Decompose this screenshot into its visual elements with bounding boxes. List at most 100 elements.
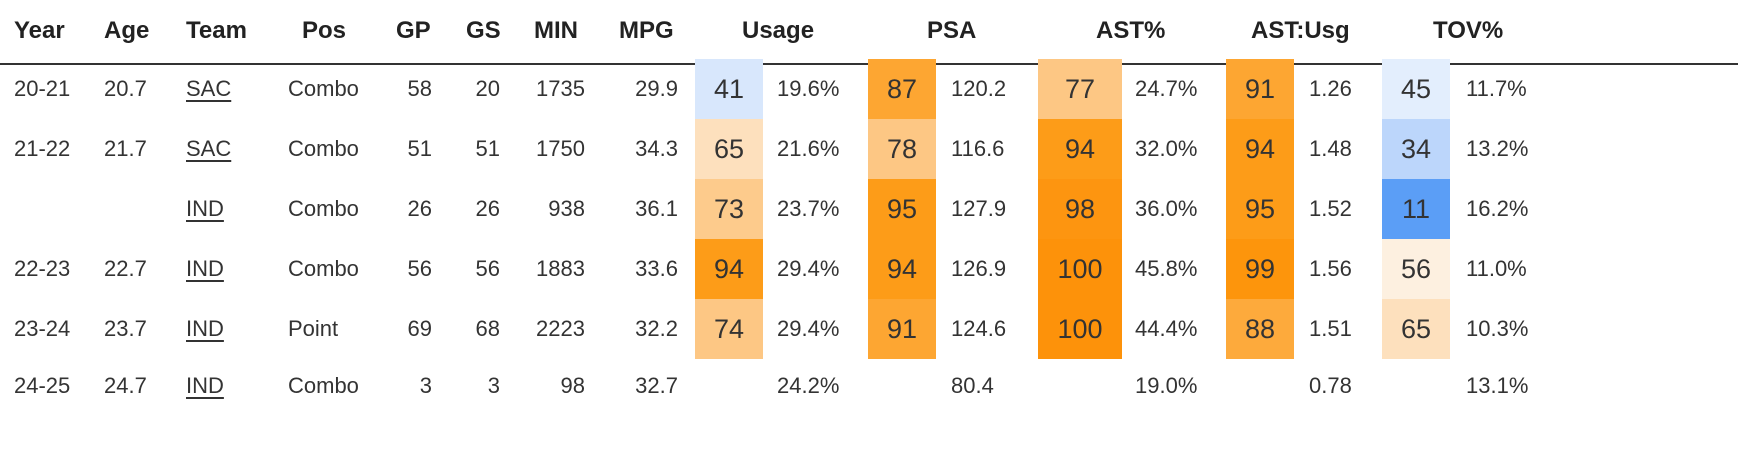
cell-pos: Combo [288, 196, 359, 221]
cell-ast-pct: 44.4% [1135, 316, 1198, 341]
cell-min: 2223 [536, 316, 585, 341]
cell-tov-pct: 10.3% [1466, 316, 1529, 341]
cell-usage: 24.2% [777, 373, 840, 398]
cell-year: 21-22 [14, 136, 71, 161]
cell-psa-percentile: 87 [868, 59, 936, 119]
header-ast-pct[interactable]: AST% [1096, 17, 1166, 44]
cell-usage-percentile: 73 [695, 179, 763, 239]
cell-gp: 3 [419, 373, 432, 398]
cell-tov-pct-percentile: 65 [1382, 299, 1450, 359]
cell-psa: 126.9 [951, 256, 1007, 281]
cell-tov-pct-percentile: 11 [1382, 179, 1450, 239]
cell-age: 20.7 [104, 76, 147, 101]
header-min[interactable]: MIN [534, 17, 578, 44]
cell-gp: 58 [407, 76, 432, 101]
cell-year: 24-25 [14, 373, 71, 398]
cell-ast-usg: 1.52 [1309, 196, 1352, 221]
header-gp[interactable]: GP [396, 17, 431, 44]
cell-psa: 120.2 [951, 76, 1007, 101]
cell-ast-pct-percentile: 94 [1038, 119, 1122, 179]
cell-age: 23.7 [104, 316, 147, 341]
cell-min: 98 [560, 373, 585, 398]
cell-age: 22.7 [104, 256, 147, 281]
cell-usage-percentile: 65 [695, 119, 763, 179]
cell-min: 1735 [536, 76, 585, 101]
header-gs[interactable]: GS [466, 17, 501, 44]
cell-ast-usg: 1.56 [1309, 256, 1352, 281]
cell-team[interactable]: IND [186, 256, 224, 281]
cell-ast-usg-percentile [1226, 356, 1294, 416]
cell-gs: 68 [475, 316, 500, 341]
cell-ast-usg: 1.26 [1309, 76, 1352, 101]
cell-usage: 29.4% [777, 256, 840, 281]
cell-gp: 51 [407, 136, 432, 161]
cell-team[interactable]: SAC [186, 76, 232, 101]
cell-tov-pct-percentile: 56 [1382, 239, 1450, 299]
header-ast-usg[interactable]: AST:Usg [1251, 17, 1350, 44]
cell-usage-percentile: 94 [695, 239, 763, 299]
cell-psa: 116.6 [951, 136, 1005, 161]
cell-min: 938 [548, 196, 585, 221]
cell-gp: 56 [407, 256, 432, 281]
cell-pos: Point [288, 316, 339, 341]
cell-team[interactable]: IND [186, 373, 224, 398]
cell-usage-percentile [695, 356, 763, 416]
header-tov-pct[interactable]: TOV% [1433, 17, 1504, 44]
cell-usage: 29.4% [777, 316, 840, 341]
cell-tov-pct-percentile [1382, 356, 1450, 416]
cell-tov-pct: 13.2% [1466, 136, 1529, 161]
cell-ast-usg: 1.51 [1309, 316, 1352, 341]
cell-pos: Combo [288, 136, 359, 161]
cell-gs: 3 [487, 373, 500, 398]
cell-ast-usg-percentile: 91 [1226, 59, 1294, 119]
cell-tov-pct-percentile: 34 [1382, 119, 1450, 179]
cell-age: 21.7 [104, 136, 147, 161]
cell-mpg: 33.6 [635, 256, 678, 281]
header-team[interactable]: Team [186, 17, 247, 44]
cell-usage: 19.6% [777, 76, 840, 101]
cell-gs: 20 [475, 76, 500, 101]
cell-ast-usg: 1.48 [1309, 136, 1352, 161]
header-age[interactable]: Age [104, 17, 150, 44]
cell-pos: Combo [288, 373, 359, 398]
cell-min: 1750 [536, 136, 585, 161]
cell-tov-pct: 11.7% [1466, 76, 1527, 101]
cell-mpg: 36.1 [635, 196, 678, 221]
cell-ast-pct-percentile: 100 [1038, 299, 1122, 359]
cell-psa-percentile: 91 [868, 299, 936, 359]
header-mpg[interactable]: MPG [619, 17, 674, 44]
cell-ast-pct-percentile: 98 [1038, 179, 1122, 239]
cell-team[interactable]: IND [186, 196, 224, 221]
cell-tov-pct: 16.2% [1466, 196, 1529, 221]
cell-tov-pct: 13.1% [1466, 373, 1529, 398]
cell-psa-percentile: 95 [868, 179, 936, 239]
cell-ast-pct: 45.8% [1135, 256, 1198, 281]
cell-mpg: 32.2 [635, 316, 678, 341]
cell-mpg: 34.3 [635, 136, 678, 161]
cell-year: 23-24 [14, 316, 71, 341]
cell-psa-percentile: 78 [868, 119, 936, 179]
header-usage[interactable]: Usage [742, 17, 815, 44]
cell-psa-percentile [868, 356, 936, 416]
cell-year: 20-21 [14, 76, 71, 101]
cell-mpg: 32.7 [635, 373, 678, 398]
cell-age: 24.7 [104, 373, 147, 398]
cell-team[interactable]: SAC [186, 136, 232, 161]
cell-usage: 23.7% [777, 196, 840, 221]
cell-min: 1883 [536, 256, 585, 281]
cell-team[interactable]: IND [186, 316, 224, 341]
cell-gp: 26 [407, 196, 432, 221]
cell-ast-pct-percentile [1038, 356, 1122, 416]
cell-gp: 69 [407, 316, 432, 341]
header-year[interactable]: Year [14, 17, 65, 44]
cell-gs: 26 [475, 196, 500, 221]
header-psa[interactable]: PSA [927, 17, 977, 44]
cell-ast-usg: 0.78 [1309, 373, 1352, 398]
cell-ast-usg-percentile: 99 [1226, 239, 1294, 299]
cell-ast-pct-percentile: 77 [1038, 59, 1122, 119]
header-pos[interactable]: Pos [302, 17, 347, 44]
cell-psa-percentile: 94 [868, 239, 936, 299]
cell-ast-pct: 36.0% [1135, 196, 1198, 221]
cell-usage-percentile: 74 [695, 299, 763, 359]
